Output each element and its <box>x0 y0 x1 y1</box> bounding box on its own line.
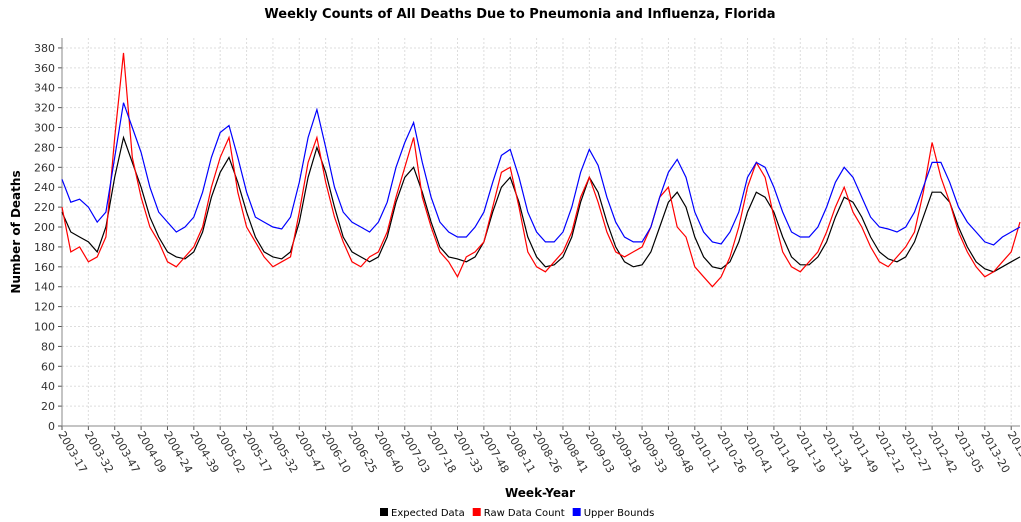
y-tick-label: 80 <box>41 340 55 353</box>
y-tick-label: 240 <box>34 181 55 194</box>
legend: Expected Data Raw Data Count Upper Bounds <box>380 508 654 519</box>
y-tick-label: 140 <box>34 281 55 294</box>
legend-label: Raw Data Count <box>484 508 565 519</box>
y-tick-label: 380 <box>34 42 55 55</box>
y-tick-label: 340 <box>34 82 55 95</box>
legend-label: Expected Data <box>391 508 465 519</box>
plot-area <box>62 38 1020 426</box>
y-tick-label: 300 <box>34 122 55 135</box>
series-line <box>61 52 1021 288</box>
y-tick-label: 120 <box>34 301 55 314</box>
y-tick-label: 160 <box>34 261 55 274</box>
y-tick-label: 220 <box>34 201 55 214</box>
chart-title: Weekly Counts of All Deaths Due to Pneum… <box>264 7 775 22</box>
series-line <box>61 102 1021 246</box>
legend-swatch <box>572 508 581 516</box>
legend-label: Upper Bounds <box>584 508 655 519</box>
y-tick-label: 180 <box>34 241 55 254</box>
series-line <box>61 135 1021 273</box>
y-tick-label: 280 <box>34 141 55 154</box>
y-tick-label: 360 <box>34 62 55 75</box>
y-tick-label: 0 <box>48 420 55 433</box>
y-axis-title: Number of Deaths <box>9 170 23 293</box>
y-tick-label: 200 <box>34 221 55 234</box>
y-tick-label: 100 <box>34 321 55 334</box>
y-tick-label: 20 <box>41 400 55 413</box>
y-tick-label: 320 <box>34 102 55 115</box>
y-tick-label: 260 <box>34 161 55 174</box>
y-tick-label: 60 <box>41 360 55 373</box>
x-axis-title: Week-Year <box>505 486 575 500</box>
y-tick-label: 40 <box>41 380 55 393</box>
legend-swatch <box>380 508 388 516</box>
legend-swatch <box>472 508 481 516</box>
